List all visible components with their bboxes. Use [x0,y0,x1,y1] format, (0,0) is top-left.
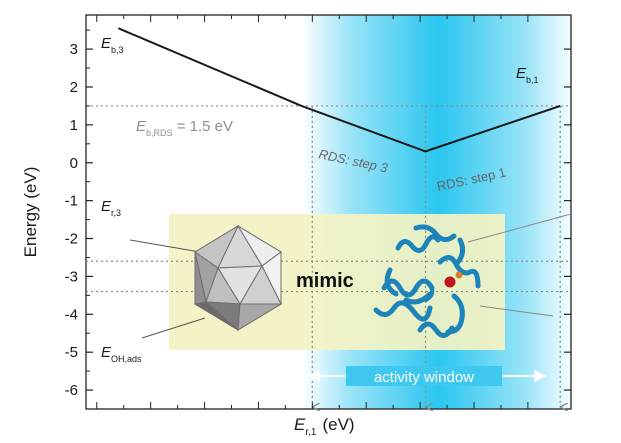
eb-rds-label: Eb,RDS = 1.5 eV [136,118,233,138]
y-tick-label-0: 3 [70,41,78,58]
y-tick-label-3: 0 [70,155,78,172]
y-tick-label-2: 1 [70,117,78,134]
protein-leader-bottom [479,305,554,317]
plot-frame [85,14,572,410]
eb3-label: Eb,3 [101,35,124,55]
y-tick-label-1: 2 [70,79,78,96]
protein-ribbon-icon [373,224,481,338]
y-tick-label-9: -6 [65,382,78,399]
y-tick-label-6: -3 [65,268,78,285]
x-axis-label: Er,1 (eV) [294,415,355,438]
reference-lines [86,105,571,407]
y-tick-label-4: -1 [65,193,78,210]
y-axis-label: Energy (eV) [21,167,40,258]
y-tick-label-5: -2 [65,231,78,248]
protein-leader-top [467,213,572,243]
eoh-leader-line [141,317,206,339]
activity-window-label-bg [346,366,502,386]
er3-leader-line [129,239,201,253]
y-tick-label-7: -4 [65,306,78,323]
y-axis-ticks: 3 2 1 0 -1 -2 -3 -4 -5 -6 [65,29,571,399]
activity-window-label: activity window [374,369,474,386]
energy-line-0 [117,27,561,153]
icosahedron-nanoparticle-icon [193,224,283,332]
series-lines [117,27,561,153]
x-axis-ticks [96,15,529,409]
eoh-label: EOH,ads [101,344,142,364]
mimic-label: mimic [296,270,354,292]
er3-label: Er,3 [101,198,121,218]
eb1-label: Eb,1 [516,65,539,85]
y-tick-label-8: -5 [65,344,78,361]
